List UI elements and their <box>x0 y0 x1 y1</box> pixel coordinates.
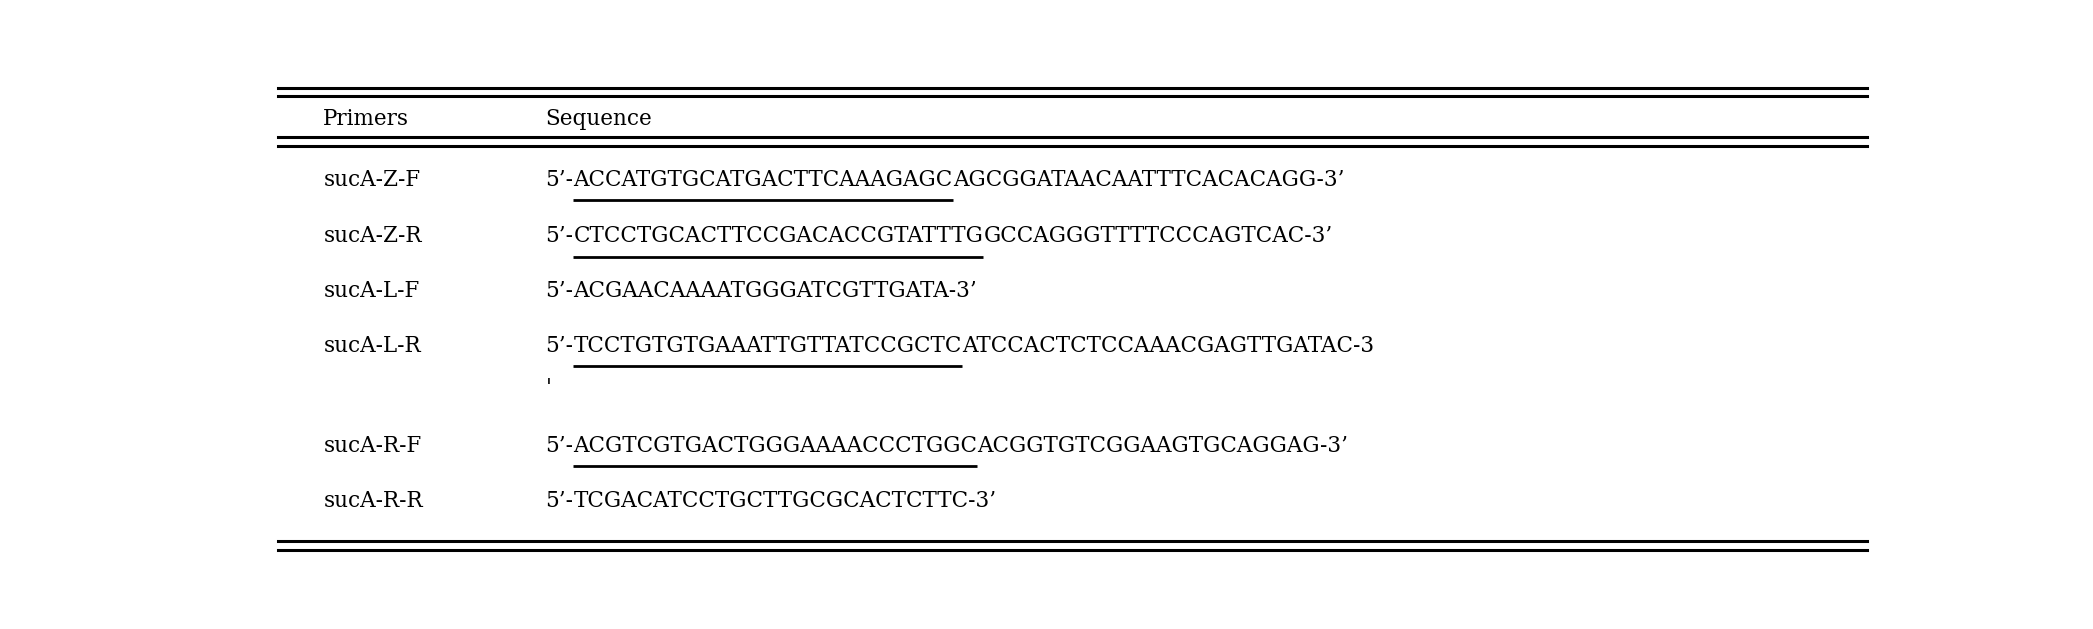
Text: TCGACATCCTGCTTGCGCACTCTTC-3’: TCGACATCCTGCTTGCGCACTCTTC-3’ <box>573 490 996 512</box>
Text: sucA-L-R: sucA-L-R <box>322 335 421 357</box>
Text: ACGGTGTCGGAAGTGCAGGAG-3’: ACGGTGTCGGAAGTGCAGGAG-3’ <box>977 435 1348 457</box>
Text: GCCAGGGTTTTCCCAGTCAC-3’: GCCAGGGTTTTCCCAGTCAC-3’ <box>984 225 1333 247</box>
Text: sucA-Z-R: sucA-Z-R <box>322 225 423 247</box>
Text: ACGTCGTGACTGGGAAAACCCTGGC: ACGTCGTGACTGGGAAAACCCTGGC <box>573 435 977 457</box>
Text: CTCCTGCACTTCCGACACCGTATTTG: CTCCTGCACTTCCGACACCGTATTTG <box>573 225 984 247</box>
Text: 5’-: 5’- <box>546 490 573 512</box>
Text: sucA-L-F: sucA-L-F <box>322 280 419 302</box>
Text: 5’-: 5’- <box>546 169 573 191</box>
Text: ACCATGTGCATGACTTCAAAGAGC: ACCATGTGCATGACTTCAAAGAGC <box>573 169 952 191</box>
Text: Primers: Primers <box>322 108 410 130</box>
Text: TCCTGTGTGAAATTGTTATCCGCTC: TCCTGTGTGAAATTGTTATCCGCTC <box>573 335 963 357</box>
Text: AGCGGATAACAATTTCACACAGG-3’: AGCGGATAACAATTTCACACAGG-3’ <box>952 169 1344 191</box>
Text: ACGAACAAAATGGGATCGTTGATA-3’: ACGAACAAAATGGGATCGTTGATA-3’ <box>573 280 977 302</box>
Text: sucA-R-F: sucA-R-F <box>322 435 421 457</box>
Text: Sequence: Sequence <box>546 108 653 130</box>
Text: 5’-: 5’- <box>546 435 573 457</box>
Text: sucA-Z-F: sucA-Z-F <box>322 169 421 191</box>
Text: 5’-: 5’- <box>546 280 573 302</box>
Text: ': ' <box>546 377 550 399</box>
Text: 5’-: 5’- <box>546 225 573 247</box>
Text: sucA-R-R: sucA-R-R <box>322 490 423 512</box>
Text: 5’-: 5’- <box>546 335 573 357</box>
Text: ATCCACTCTCCAAACGAGTTGATAC-3: ATCCACTCTCCAAACGAGTTGATAC-3 <box>963 335 1373 357</box>
